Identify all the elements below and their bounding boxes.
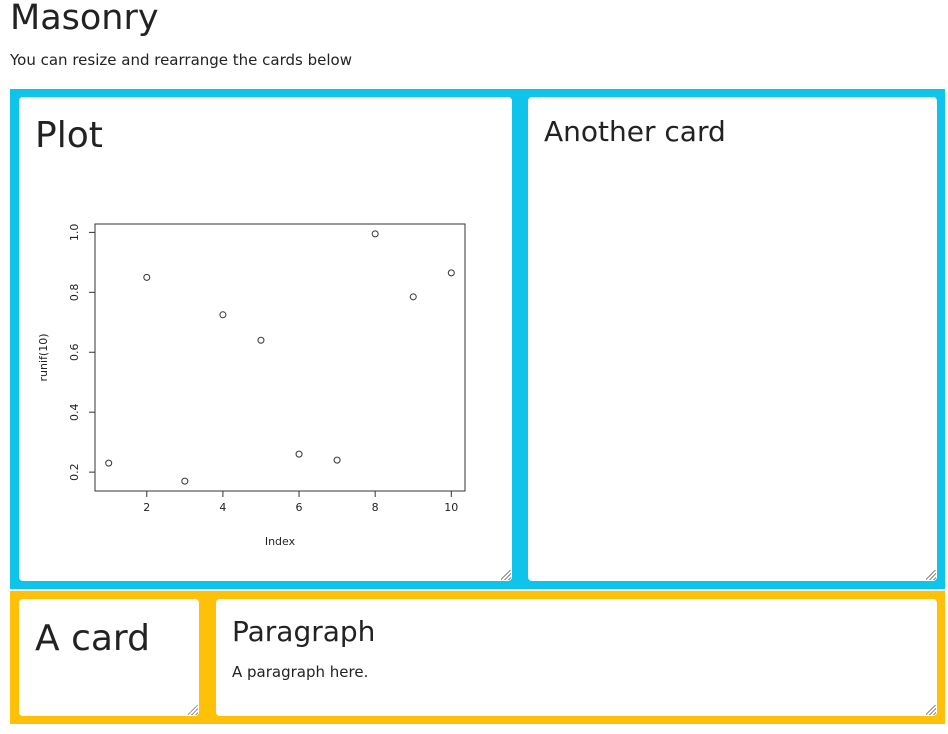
x-tick-label: 2 (143, 501, 150, 514)
resize-handle[interactable] (188, 705, 198, 715)
top-card-row: Plot 2 4 6 8 10 0.2 0.4 0.6 0.8 1.0 Index runif(10)… (10, 89, 945, 589)
y-tick-label: 0.6 (68, 344, 81, 362)
paragraph-card[interactable]: Paragraph A paragraph here. (216, 599, 937, 716)
page-subtitle: You can resize and rearrange the cards b… (10, 51, 352, 69)
plot-frame (94, 223, 466, 492)
data-point (447, 269, 455, 277)
data-point (219, 311, 227, 319)
plot-card-title: Plot (35, 115, 103, 156)
x-tick-label: 6 (296, 501, 303, 514)
y-tick-label: 0.8 (68, 284, 81, 302)
data-point (181, 477, 189, 485)
resize-handle[interactable] (501, 570, 511, 580)
x-tick-label: 4 (219, 501, 226, 514)
data-point (409, 293, 417, 301)
data-point (257, 336, 265, 344)
paragraph-text: A paragraph here. (232, 663, 369, 681)
page-title: Masonry (10, 0, 159, 38)
a-card[interactable]: A card (19, 599, 199, 716)
data-point (295, 450, 303, 458)
y-tick-label: 0.4 (68, 403, 81, 421)
x-tick-label: 10 (444, 501, 458, 514)
x-axis-label: Index (265, 535, 296, 548)
y-tick-label: 1.0 (68, 224, 81, 242)
scatter-plot: 2 4 6 8 10 0.2 0.4 0.6 0.8 1.0 Index runif(10) (37, 223, 466, 548)
a-card-title: A card (35, 618, 150, 659)
another-card-title: Another card (544, 115, 726, 148)
y-tick-label: 0.2 (68, 463, 81, 481)
data-point (143, 273, 151, 281)
another-card[interactable]: Another card (528, 97, 937, 581)
bottom-card-row: A card Paragraph A paragraph here. (10, 591, 945, 724)
resize-handle[interactable] (926, 705, 936, 715)
x-tick-label: 8 (372, 501, 379, 514)
data-point (371, 230, 379, 238)
data-point (333, 456, 341, 464)
y-axis-label: runif(10) (37, 334, 50, 382)
plot-card[interactable]: Plot 2 4 6 8 10 0.2 0.4 0.6 0.8 1.0 Index runif(10) (19, 97, 512, 581)
paragraph-card-title: Paragraph (232, 615, 376, 648)
resize-handle[interactable] (926, 570, 936, 580)
data-point (105, 459, 113, 467)
